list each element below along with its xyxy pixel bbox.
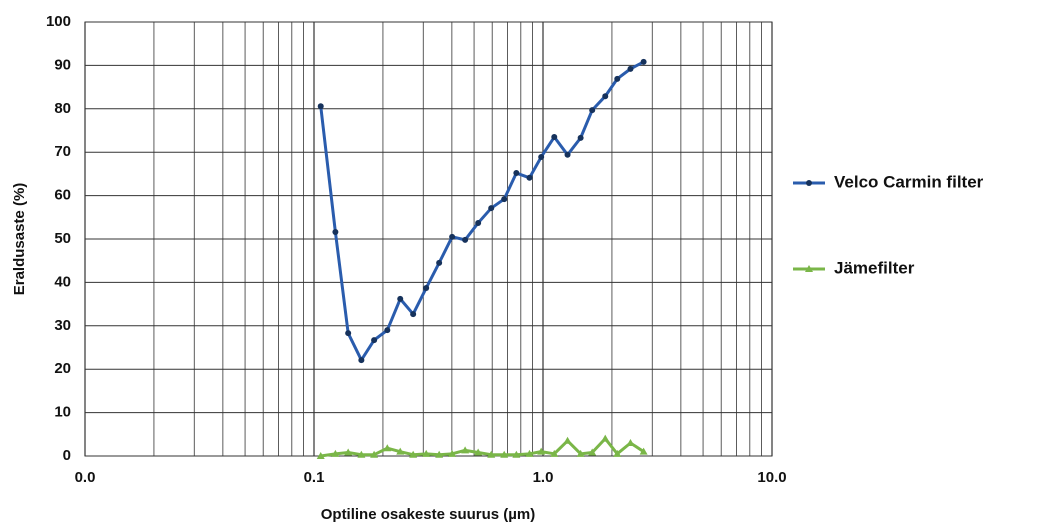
data-point: [370, 450, 379, 458]
y-tick-label: 70: [54, 143, 71, 160]
data-point: [448, 449, 457, 457]
data-point: [461, 446, 470, 454]
data-point: [538, 153, 545, 160]
legend-label: Jämefilter: [834, 258, 915, 277]
legend-marker: [806, 180, 812, 186]
data-point: [436, 259, 443, 266]
y-tick-label: 100: [46, 13, 71, 30]
data-point: [639, 447, 648, 455]
data-point: [371, 337, 378, 344]
data-point: [601, 434, 610, 442]
data-point: [332, 229, 339, 236]
data-point: [396, 447, 405, 455]
data-point: [317, 103, 324, 110]
data-point: [537, 447, 546, 455]
data-point: [602, 93, 609, 100]
data-point: [475, 219, 482, 226]
y-tick-label: 80: [54, 100, 71, 117]
data-point: [397, 295, 404, 302]
data-point: [512, 450, 521, 458]
data-point: [345, 330, 352, 337]
x-tick-label: 0.1: [304, 469, 325, 486]
y-tick-label: 20: [54, 360, 71, 377]
data-point: [551, 134, 558, 141]
data-point: [513, 170, 520, 177]
data-point: [563, 436, 572, 444]
data-point: [409, 450, 418, 458]
data-point: [564, 151, 571, 158]
data-point: [576, 449, 585, 457]
data-point: [588, 448, 597, 456]
data-point: [474, 448, 483, 456]
data-point: [626, 438, 635, 446]
data-point: [358, 357, 365, 364]
data-point: [589, 107, 596, 114]
x-axis-label: Optiline osakeste suurus (µm): [321, 506, 536, 523]
y-tick-label: 40: [54, 273, 71, 290]
data-point: [423, 285, 430, 292]
y-tick-label: 50: [54, 230, 71, 247]
data-point: [331, 449, 340, 457]
data-point: [422, 449, 431, 457]
legend-marker: [805, 265, 813, 272]
data-point: [410, 311, 417, 318]
data-point: [449, 233, 456, 240]
data-point: [384, 327, 391, 334]
data-point: [627, 65, 634, 72]
data-point: [550, 449, 559, 457]
data-point: [577, 134, 584, 141]
data-point: [488, 205, 495, 212]
y-tick-label: 30: [54, 317, 71, 334]
y-axis-label: Eraldusaste (%): [11, 183, 28, 296]
data-point: [462, 236, 469, 243]
data-point: [614, 75, 621, 82]
data-point: [526, 174, 533, 181]
x-tick-label: 10.0: [757, 469, 786, 486]
data-point: [501, 196, 508, 203]
y-tick-label: 60: [54, 187, 71, 204]
data-point: [383, 444, 392, 452]
x-tick-label: 0.0: [75, 469, 96, 486]
data-point: [435, 450, 444, 458]
x-tick-label: 1.0: [533, 469, 554, 486]
data-point: [640, 58, 647, 65]
y-tick-label: 10: [54, 404, 71, 421]
data-point: [500, 450, 509, 458]
data-point: [525, 449, 534, 457]
data-point: [316, 452, 325, 459]
y-tick-label: 0: [63, 447, 71, 464]
legend-label: Velco Carmin filter: [834, 172, 984, 191]
data-point: [613, 449, 622, 457]
data-point: [487, 450, 496, 458]
y-tick-label: 90: [54, 56, 71, 73]
data-point: [344, 448, 353, 456]
data-point: [357, 450, 366, 458]
